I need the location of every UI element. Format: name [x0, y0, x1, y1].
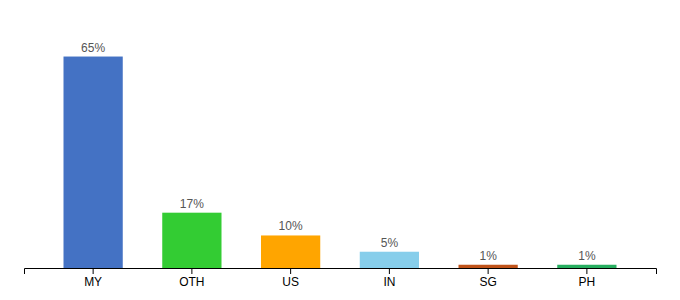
x-tick: PH: [579, 268, 596, 289]
x-tick-mark: [586, 268, 587, 274]
x-tick-label: SG: [479, 275, 496, 289]
x-tick-mark: [389, 268, 390, 274]
bar: [64, 57, 123, 268]
x-tick-label: US: [282, 275, 299, 289]
x-tick-mark: [191, 268, 192, 274]
bar: [261, 235, 320, 268]
x-tick-label: IN: [383, 275, 395, 289]
x-tick: MY: [84, 268, 102, 289]
bars: [64, 57, 617, 268]
x-tick-mark: [93, 268, 94, 274]
data-label: 5%: [381, 236, 399, 250]
x-tick-label: OTH: [179, 275, 204, 289]
chart-svg: 65% 17% 10% 5% 1% 1% MY OTH US IN SG PH: [0, 0, 680, 300]
bar: [162, 213, 221, 268]
x-tick-label: MY: [84, 275, 102, 289]
data-label: 1%: [479, 249, 497, 263]
data-label: 65%: [81, 41, 105, 55]
x-tick-mark: [488, 268, 489, 274]
x-tick: OTH: [179, 268, 204, 289]
x-tick: SG: [479, 268, 496, 289]
bar: [360, 252, 419, 268]
data-labels: 65% 17% 10% 5% 1% 1%: [81, 41, 596, 263]
x-axis-line: [25, 269, 657, 275]
data-label: 10%: [279, 219, 303, 233]
chart-container: 65% 17% 10% 5% 1% 1% MY OTH US IN SG PH: [0, 0, 680, 300]
x-tick-mark: [290, 268, 291, 274]
x-axis: MY OTH US IN SG PH: [25, 268, 657, 289]
bar: [557, 265, 616, 268]
x-tick-label: PH: [579, 275, 596, 289]
data-label: 1%: [578, 249, 596, 263]
bar: [459, 265, 518, 268]
data-label: 17%: [180, 197, 204, 211]
x-tick: US: [282, 268, 299, 289]
x-tick: IN: [383, 268, 395, 289]
